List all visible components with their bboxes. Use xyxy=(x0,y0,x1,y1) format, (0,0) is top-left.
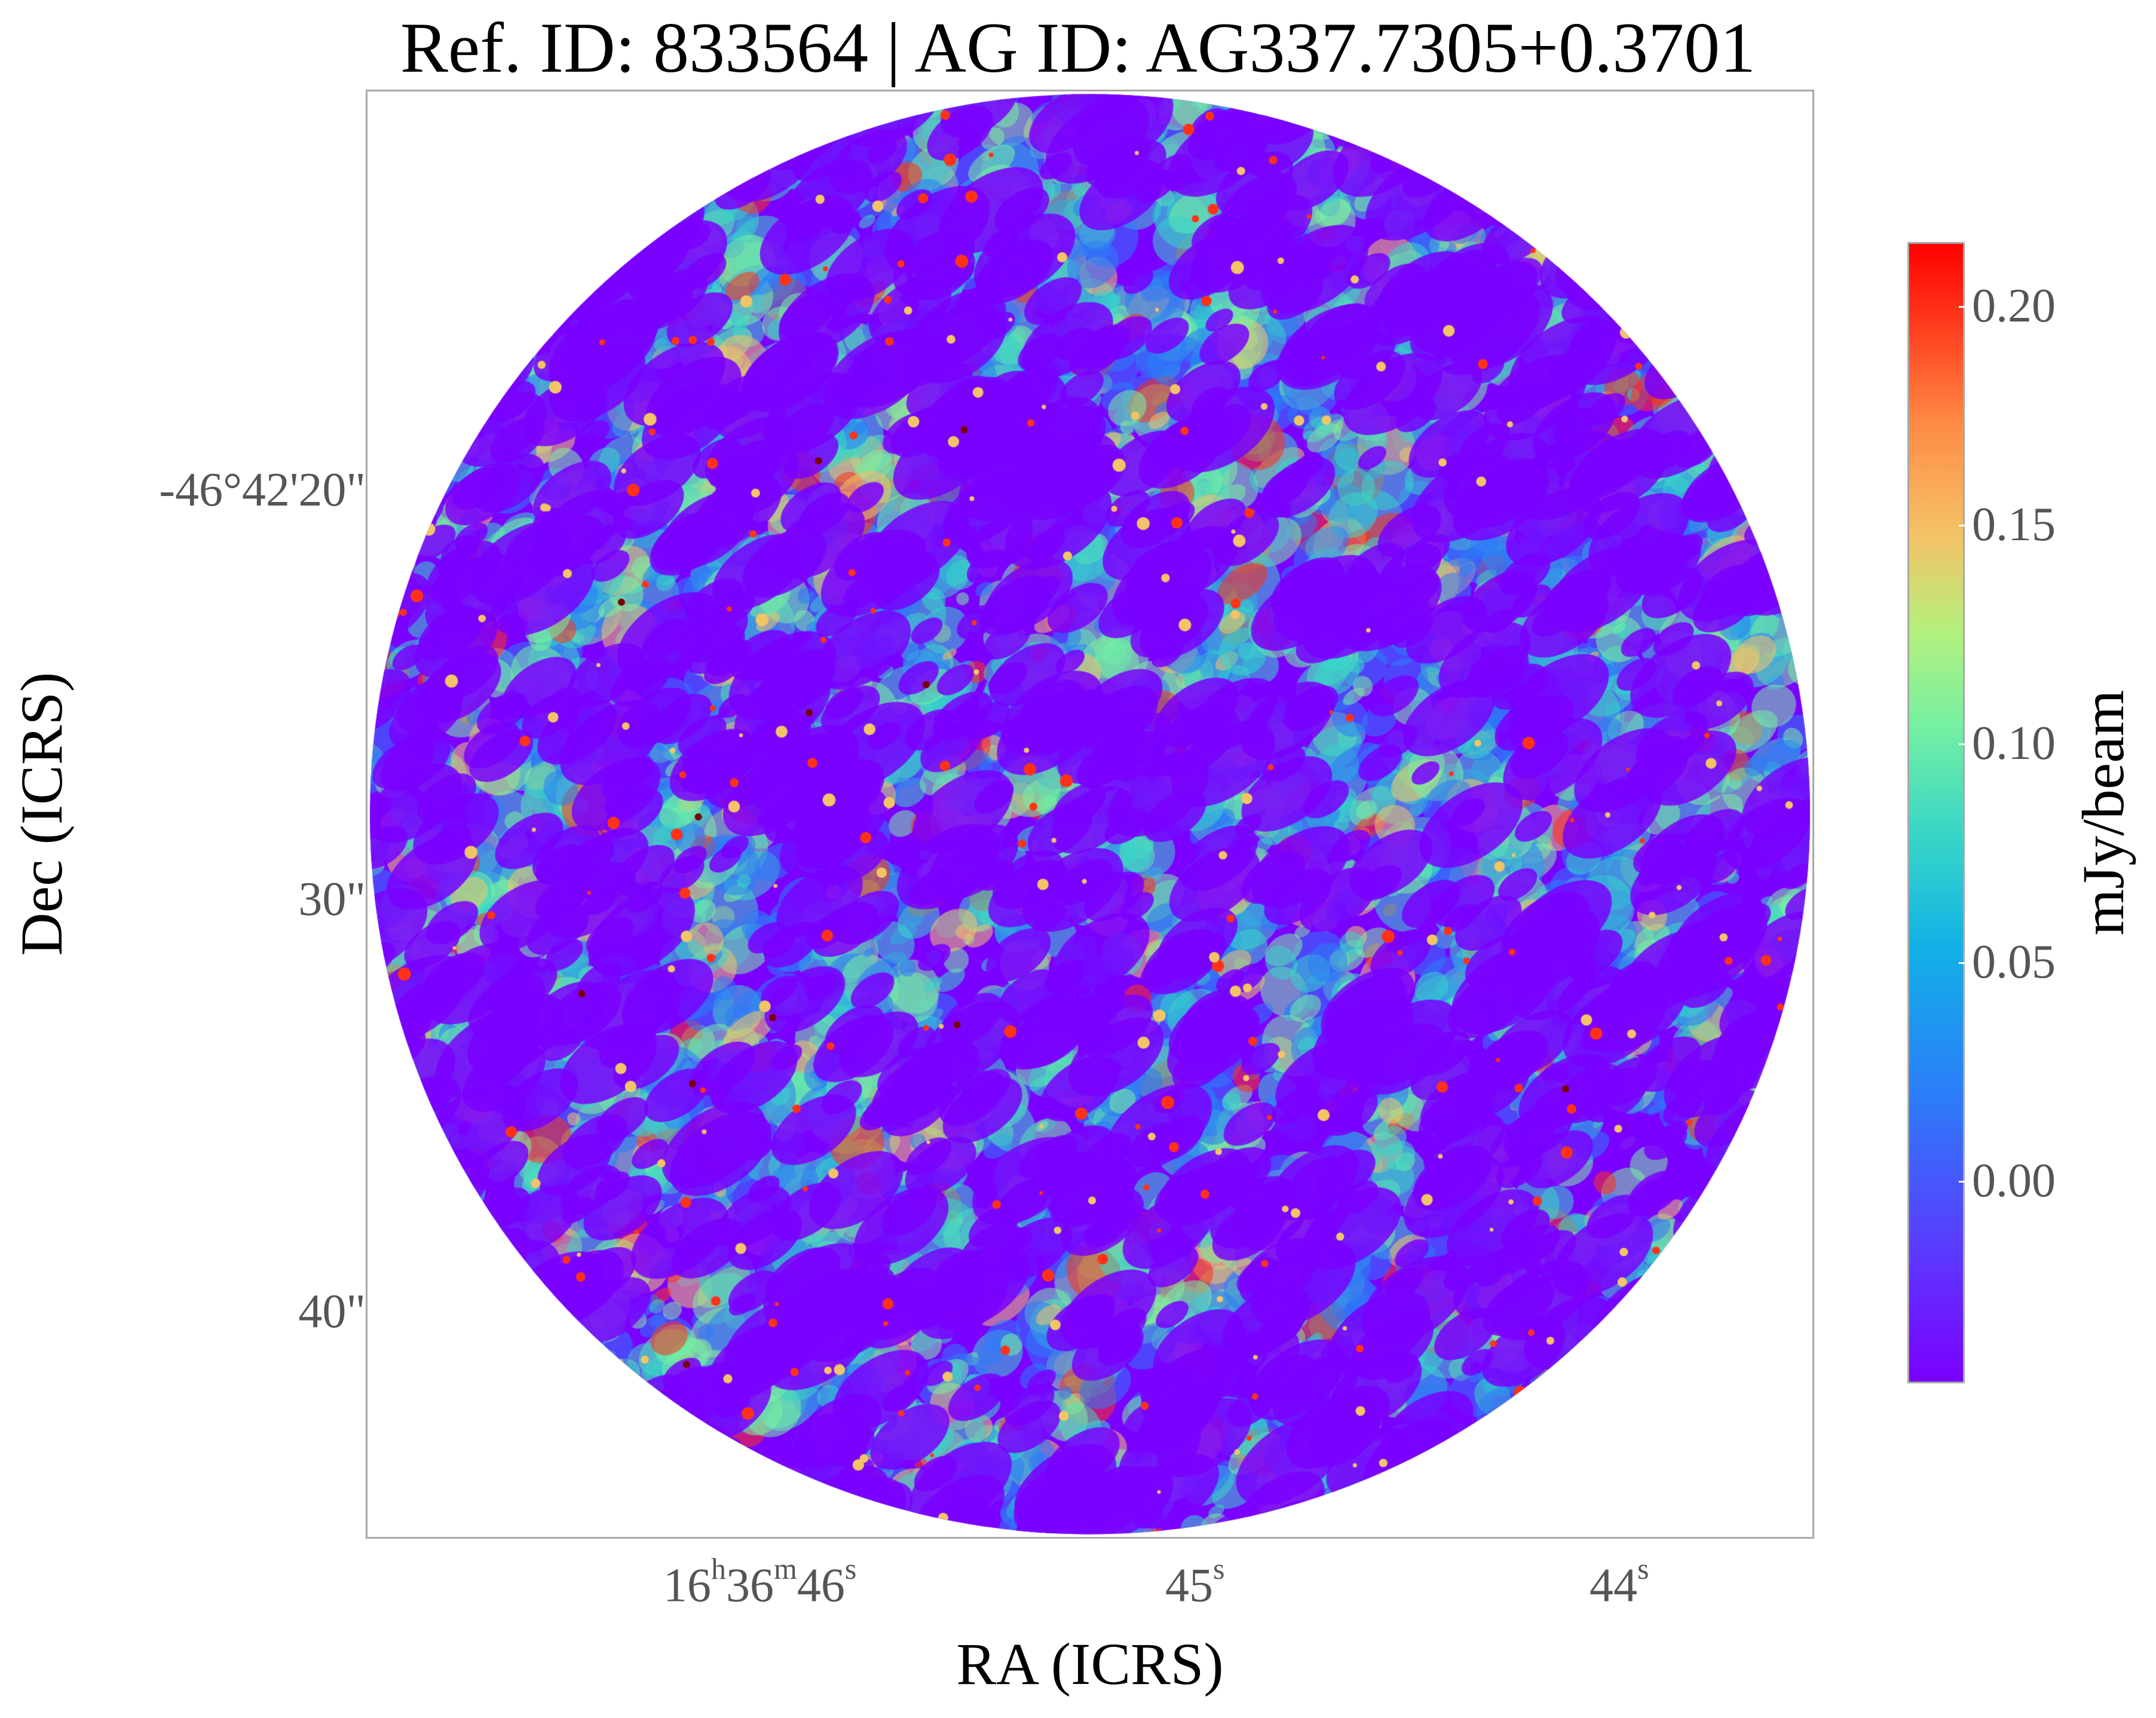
colorbar-tick-label: 0.05 xyxy=(1972,936,2056,988)
radio-continuum-map xyxy=(368,91,1812,1537)
colorbar-label: mJy/beam xyxy=(2070,690,2136,936)
colorbar-tick-label: 0.20 xyxy=(1972,280,2056,332)
dec-tick-label: 40" xyxy=(298,1285,366,1338)
colorbar-tick-mark xyxy=(1959,1181,1965,1183)
colorbar-tick-mark xyxy=(1959,743,1965,745)
colorbar-tick-label: 0.15 xyxy=(1972,498,2056,551)
figure-title: Ref. ID: 833564 | AG ID: AG337.7305+0.37… xyxy=(400,8,1756,87)
y-axis-label: Dec (ICRS) xyxy=(8,672,75,956)
colorbar-tick-label: 0.00 xyxy=(1972,1154,2056,1207)
dec-tick-label: 30" xyxy=(298,873,366,926)
image-frame xyxy=(366,90,1814,1539)
colorbar-tick-mark xyxy=(1959,962,1965,964)
x-axis-label: RA (ICRS) xyxy=(956,1631,1224,1697)
colorbar-tick-mark xyxy=(1959,525,1965,526)
colorbar xyxy=(1907,242,1965,1383)
ra-tick-label: 44s xyxy=(1590,1552,1649,1612)
dec-tick-label: -46°42'20" xyxy=(159,464,366,516)
ra-tick-label: 16h36m46s xyxy=(663,1552,857,1612)
colorbar-tick-label: 0.10 xyxy=(1972,717,2056,770)
ra-tick-label: 45s xyxy=(1165,1552,1225,1612)
colorbar-tick-mark xyxy=(1959,306,1965,308)
